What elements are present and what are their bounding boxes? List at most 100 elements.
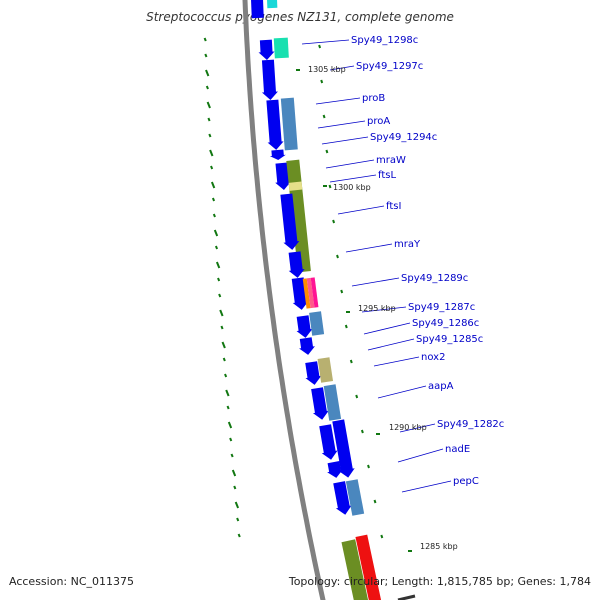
ruler-tick — [325, 149, 329, 154]
gene-glyph[interactable] — [286, 159, 311, 273]
gc-tick — [234, 501, 240, 509]
gc-tick — [207, 117, 211, 122]
gene-block — [345, 479, 365, 516]
gene-label-spy49-1294c[interactable]: Spy49_1294c — [370, 132, 437, 143]
gene-glyph[interactable] — [250, 0, 264, 19]
gene-arrow — [305, 361, 322, 385]
gene-glyph[interactable] — [302, 277, 319, 309]
gene-arrow — [311, 387, 329, 420]
leader-line — [373, 356, 420, 367]
gc-tick — [217, 277, 221, 282]
gc-tick — [219, 309, 224, 317]
gene-glyph[interactable] — [309, 387, 330, 421]
gene-arrow — [296, 315, 313, 338]
gc-tick — [203, 37, 207, 42]
gene-glyph[interactable] — [317, 424, 339, 461]
gene-glyph[interactable] — [309, 311, 325, 336]
gc-tick — [230, 453, 234, 458]
coordinate-label: 1290 kbp — [389, 423, 427, 432]
gene-label-aapa[interactable]: aapA — [428, 381, 454, 392]
coordinate-label: 1305 kbp — [308, 65, 346, 74]
coordinate-label: 1295 kbp — [358, 304, 396, 313]
gc-tick — [218, 293, 222, 298]
gene-label-ftsi[interactable]: ftsI — [386, 201, 401, 212]
gene-segment — [302, 278, 311, 309]
leader-line — [321, 136, 369, 145]
gene-highlight — [288, 181, 303, 191]
gene-glyph[interactable] — [323, 384, 342, 421]
gene-label-prob[interactable]: proB — [362, 93, 385, 104]
gc-tick — [209, 149, 214, 157]
gc-tick — [205, 69, 210, 77]
leader-line — [345, 243, 393, 253]
gene-glyph[interactable] — [345, 479, 365, 516]
ruler-tick — [360, 429, 364, 434]
ruler-tick — [322, 114, 326, 119]
gene-glyph[interactable] — [317, 357, 334, 383]
gene-label-spy49-1287c[interactable]: Spy49_1287c — [408, 302, 475, 313]
gene-glyph[interactable] — [287, 251, 306, 279]
gene-label-spy49-1286c[interactable]: Spy49_1286c — [412, 318, 479, 329]
gene-arrow — [258, 39, 275, 60]
gene-label-ftsl[interactable]: ftsL — [378, 170, 396, 181]
gene-label-spy49-1297c[interactable]: Spy49_1297c — [356, 61, 423, 72]
leader-line — [351, 277, 400, 287]
gene-block — [341, 539, 370, 600]
gc-tick — [231, 469, 237, 477]
gene-glyph[interactable] — [298, 337, 316, 356]
gene-arrow — [269, 149, 286, 160]
gene-label-nox2[interactable]: nox2 — [421, 352, 445, 363]
ruler-tick — [367, 464, 370, 469]
leader-line — [315, 97, 361, 105]
gene-block — [250, 0, 264, 19]
gc-tick — [214, 245, 219, 250]
gene-block — [317, 357, 334, 383]
gene-glyph[interactable] — [273, 37, 289, 59]
gene-label-pepc[interactable]: pepC — [453, 476, 479, 487]
label-leader-lines — [301, 39, 452, 493]
gene-glyph[interactable] — [278, 193, 300, 250]
gene-glyph[interactable] — [295, 315, 314, 339]
leader-line — [317, 120, 366, 129]
gene-glyph[interactable] — [355, 534, 383, 600]
leader-line — [363, 322, 411, 335]
leader-line — [399, 423, 436, 433]
gc-tick — [210, 181, 216, 189]
gene-glyph[interactable] — [341, 539, 370, 600]
genome-stats-text: Topology: circular; Length: 1,815,785 bp… — [288, 575, 591, 588]
gene-glyph[interactable] — [326, 461, 345, 480]
gene-glyph[interactable] — [303, 361, 322, 386]
gene-block — [355, 534, 383, 600]
gene-label-spy49-1289c[interactable]: Spy49_1289c — [401, 273, 468, 284]
gene-label-spy49-1285c[interactable]: Spy49_1285c — [416, 334, 483, 345]
gene-glyph[interactable] — [258, 39, 275, 61]
gene-glyph[interactable] — [330, 419, 356, 479]
leader-line — [377, 385, 427, 399]
gc-tick — [224, 373, 228, 378]
gene-arrow — [332, 419, 355, 478]
gene-label-spy49-1298c[interactable]: Spy49_1298c — [351, 35, 418, 46]
ruler-tick — [320, 79, 324, 84]
gene-arrow — [266, 99, 284, 150]
gene-glyph[interactable] — [264, 99, 284, 150]
gene-label-spy49-1282c[interactable]: Spy49_1282c — [437, 419, 504, 430]
gene-arrow — [327, 461, 343, 478]
gene-arrow — [319, 424, 338, 460]
gene-segment — [306, 277, 315, 309]
gc-tick — [221, 341, 226, 349]
leader-line — [329, 65, 355, 71]
genome-title: Streptococcus pyogenes NZ131, complete g… — [146, 10, 454, 24]
gene-label-nade[interactable]: nadE — [445, 444, 470, 455]
gene-glyph[interactable] — [280, 97, 298, 151]
gene-label-mraw[interactable]: mraW — [376, 155, 406, 166]
gene-glyph[interactable] — [266, 0, 278, 9]
gc-tick — [225, 389, 230, 397]
coordinate-ruler: 1305 kbp 1300 kbp 1295 kbp 1290 kbp 1285 kbp — [296, 65, 458, 552]
gene-label-proa[interactable]: proA — [367, 116, 390, 127]
gene-glyph[interactable] — [331, 481, 353, 516]
gene-glyph[interactable] — [269, 149, 286, 160]
gc-tick — [229, 437, 233, 442]
gene-glyph[interactable] — [260, 59, 279, 101]
gene-label-mray[interactable]: mraY — [394, 239, 421, 250]
